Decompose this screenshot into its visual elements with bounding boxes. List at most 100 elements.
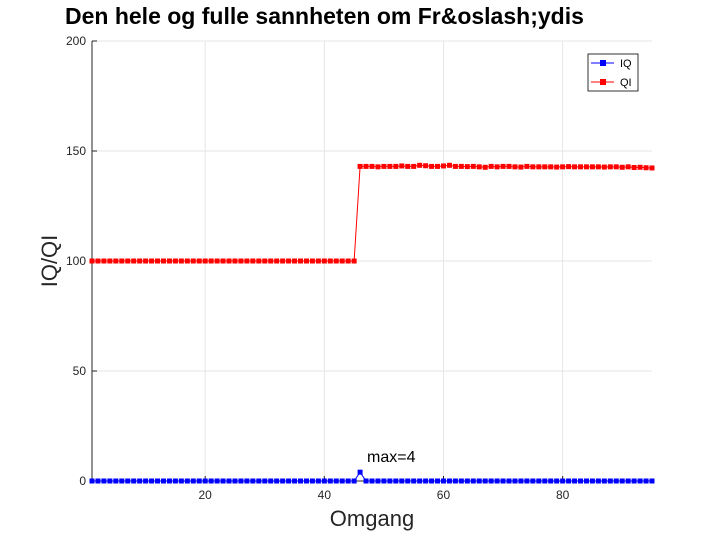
data-point-iq (95, 478, 101, 484)
data-point-iq (292, 478, 298, 484)
data-point-iq (89, 478, 95, 484)
legend-marker-iq (600, 60, 606, 66)
data-point-qi (506, 163, 512, 169)
data-point-iq (208, 478, 214, 484)
data-point-iq (589, 478, 595, 484)
data-point-iq (381, 478, 387, 484)
data-point-iq (643, 478, 649, 484)
data-point-iq (488, 478, 494, 484)
data-point-iq (619, 478, 625, 484)
data-point-qi (625, 164, 631, 170)
data-point-iq (530, 478, 536, 484)
data-point-iq (500, 478, 506, 484)
data-point-iq (214, 478, 220, 484)
x-tick-label: 20 (199, 488, 213, 502)
data-point-iq (303, 478, 309, 484)
data-point-qi (327, 258, 333, 264)
data-point-qi (637, 164, 643, 170)
y-axis-label: IQ/QI (37, 235, 62, 288)
data-point-iq (232, 478, 238, 484)
data-point-iq (440, 478, 446, 484)
data-point-qi (196, 258, 202, 264)
legend-marker-qi (600, 79, 606, 85)
legend-box (587, 53, 639, 92)
data-point-qi (143, 258, 149, 264)
data-point-qi (482, 164, 488, 170)
data-point-qi (381, 163, 387, 169)
data-point-qi (470, 163, 476, 169)
data-point-qi (256, 258, 262, 264)
data-point-iq (369, 478, 375, 484)
data-point-qi (500, 163, 506, 169)
y-tick-label: 100 (66, 254, 86, 268)
data-point-iq (155, 478, 161, 484)
data-point-iq (423, 478, 429, 484)
data-point-iq (542, 478, 548, 484)
data-point-qi (631, 165, 637, 170)
data-point-iq (429, 478, 435, 484)
data-point-qi (95, 258, 101, 264)
data-point-qi (107, 258, 113, 264)
data-point-iq (363, 478, 369, 484)
data-point-iq (375, 478, 381, 484)
data-point-qi (166, 258, 172, 264)
data-point-iq (309, 478, 315, 484)
data-point-qi (464, 164, 470, 170)
data-point-iq (554, 478, 560, 484)
data-point-qi (155, 258, 161, 264)
data-point-iq (131, 478, 137, 484)
data-point-iq (268, 478, 274, 484)
data-point-iq (393, 478, 399, 484)
data-point-iq (327, 478, 333, 484)
y-tick-label: 200 (66, 34, 86, 48)
data-point-qi (494, 164, 500, 170)
data-point-iq (613, 478, 619, 484)
data-point-iq (595, 478, 601, 484)
data-point-qi (399, 163, 405, 169)
data-point-qi (578, 164, 584, 170)
data-point-iq (357, 469, 363, 475)
data-point-iq (107, 478, 113, 484)
data-point-iq (637, 478, 643, 484)
data-point-qi (178, 258, 184, 264)
data-point-qi (435, 163, 441, 169)
data-point-iq (476, 478, 482, 484)
data-point-iq (578, 478, 584, 484)
data-point-qi (405, 163, 411, 169)
data-point-qi (595, 164, 601, 170)
data-point-qi (190, 258, 196, 264)
data-point-iq (256, 478, 262, 484)
data-point-iq (125, 478, 131, 484)
data-point-qi (524, 163, 530, 169)
data-point-qi (619, 164, 625, 170)
data-point-qi (387, 163, 393, 169)
data-point-qi (238, 258, 244, 264)
data-point-qi (649, 165, 655, 171)
data-point-iq (280, 478, 286, 484)
data-point-qi (488, 163, 494, 169)
data-point-iq (196, 478, 202, 484)
data-point-qi (613, 164, 619, 170)
data-point-qi (572, 164, 578, 170)
data-point-qi (607, 164, 613, 170)
data-point-qi (536, 164, 542, 170)
y-tick-label: 150 (66, 144, 86, 158)
data-point-iq (464, 478, 470, 484)
data-point-iq (512, 478, 518, 484)
data-point-iq (315, 478, 321, 484)
data-point-iq (178, 478, 184, 484)
data-point-iq (482, 478, 488, 484)
data-point-iq (238, 478, 244, 484)
data-point-qi (363, 163, 369, 169)
data-point-qi (339, 258, 345, 264)
data-point-iq (536, 478, 542, 484)
data-point-iq (339, 478, 345, 484)
data-point-qi (357, 163, 363, 169)
data-point-iq (625, 478, 631, 484)
data-point-iq (160, 478, 166, 484)
data-point-qi (119, 258, 125, 264)
data-point-qi (589, 164, 595, 170)
data-point-qi (292, 258, 298, 264)
data-point-iq (226, 478, 232, 484)
